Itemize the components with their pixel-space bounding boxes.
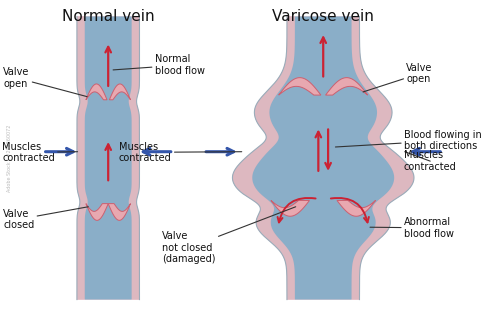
Polygon shape xyxy=(86,84,107,100)
Polygon shape xyxy=(77,16,88,300)
Text: Valve
closed: Valve closed xyxy=(3,207,88,230)
Polygon shape xyxy=(278,78,321,95)
Text: Muscles
contracted: Muscles contracted xyxy=(119,142,242,163)
Polygon shape xyxy=(271,200,310,216)
Text: Muscles
contracted: Muscles contracted xyxy=(2,142,78,163)
Text: Normal vein: Normal vein xyxy=(62,9,154,24)
Polygon shape xyxy=(252,16,394,300)
Polygon shape xyxy=(77,16,140,300)
Text: Adobe Stock | #299260072: Adobe Stock | #299260072 xyxy=(6,124,12,192)
Text: Varicose vein: Varicose vein xyxy=(272,9,374,24)
Polygon shape xyxy=(352,16,414,300)
Polygon shape xyxy=(108,204,130,220)
Polygon shape xyxy=(86,204,108,220)
Polygon shape xyxy=(232,16,295,300)
Polygon shape xyxy=(326,78,368,95)
Text: Blood flowing in
both directions: Blood flowing in both directions xyxy=(336,130,482,151)
Text: Muscles
contracted: Muscles contracted xyxy=(404,150,456,172)
Text: Abnormal
blood flow: Abnormal blood flow xyxy=(370,217,454,239)
Text: Valve
not closed
(damaged): Valve not closed (damaged) xyxy=(162,207,296,264)
Polygon shape xyxy=(86,16,94,300)
Text: Valve
open: Valve open xyxy=(3,67,87,97)
Polygon shape xyxy=(337,200,376,216)
Polygon shape xyxy=(232,16,414,300)
Polygon shape xyxy=(254,16,302,300)
Text: Valve
open: Valve open xyxy=(363,63,432,92)
Polygon shape xyxy=(110,84,130,100)
Text: Normal
blood flow: Normal blood flow xyxy=(113,54,204,76)
Polygon shape xyxy=(84,16,132,300)
Polygon shape xyxy=(128,16,140,300)
